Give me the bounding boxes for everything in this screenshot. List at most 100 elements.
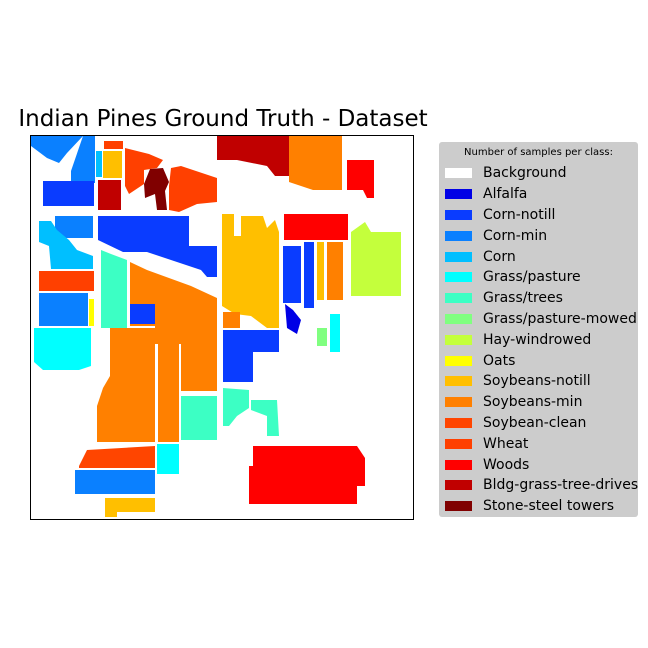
legend-label: Grass/pasture-mowed bbox=[483, 310, 637, 327]
legend-label: Grass/pasture bbox=[483, 269, 581, 286]
legend-label: Grass/trees bbox=[483, 290, 563, 307]
legend-label: Corn-notill bbox=[483, 206, 556, 223]
legend-item: Bldg-grass-tree-drives bbox=[445, 475, 638, 496]
map-region-grass-pasture-mowed bbox=[317, 328, 327, 346]
map-region-woods bbox=[249, 446, 365, 504]
legend-swatch bbox=[445, 480, 472, 491]
legend-label: Stone-steel towers bbox=[483, 498, 614, 515]
map-region-soybeans-min bbox=[97, 328, 155, 442]
map-region-soybeans-min bbox=[158, 344, 179, 442]
legend-item: Hay-windrowed bbox=[445, 329, 638, 350]
legend-item: Oats bbox=[445, 350, 638, 371]
map-region-corn-notill bbox=[283, 246, 301, 303]
map-region-wheat bbox=[125, 148, 163, 194]
legend-item: Wheat bbox=[445, 433, 638, 454]
legend-item: Grass/trees bbox=[445, 288, 638, 309]
legend-swatch bbox=[445, 459, 472, 470]
legend-label: Hay-windrowed bbox=[483, 331, 592, 348]
map-region-corn-notill bbox=[130, 304, 155, 324]
map-region-bldg-grass-tree-drives bbox=[98, 180, 121, 210]
legend-label: Wheat bbox=[483, 435, 529, 452]
map-region-soybeans-min bbox=[289, 136, 342, 190]
legend-item: Grass/pasture bbox=[445, 267, 638, 288]
map-region-stone-steel-towers bbox=[144, 168, 169, 210]
legend-item: Soybeans-min bbox=[445, 392, 638, 413]
map-region-corn-min bbox=[55, 216, 93, 238]
legend-swatch bbox=[445, 168, 472, 179]
map-region-corn-notill bbox=[223, 330, 279, 382]
legend-items: Background Alfalfa Corn-notill Corn-min Corn… bbox=[445, 163, 638, 517]
map-region-soybeans-notill bbox=[103, 151, 122, 178]
map-title: Indian Pines Ground Truth - Dataset bbox=[18, 106, 428, 132]
legend-label: Oats bbox=[483, 352, 516, 369]
legend-swatch bbox=[445, 251, 472, 262]
map-region-grass-trees bbox=[181, 396, 217, 440]
legend-label: Alfalfa bbox=[483, 186, 528, 203]
legend-label: Soybean-clean bbox=[483, 414, 587, 431]
legend-label: Corn-min bbox=[483, 227, 548, 244]
legend-swatch bbox=[445, 397, 472, 408]
legend-label: Soybeans-notill bbox=[483, 373, 591, 390]
map-region-soybeans-notill bbox=[222, 214, 279, 328]
legend-item: Alfalfa bbox=[445, 184, 638, 205]
legend-label: Background bbox=[483, 165, 567, 182]
map-region-wheat bbox=[39, 271, 94, 291]
legend-swatch bbox=[445, 376, 472, 387]
map-region-soybeans-min bbox=[327, 242, 343, 300]
map-region-grass-pasture bbox=[34, 328, 91, 370]
map-region-corn-min bbox=[75, 470, 155, 494]
legend-item: Corn bbox=[445, 246, 638, 267]
legend-swatch bbox=[445, 272, 472, 283]
map-region-grass-trees bbox=[251, 400, 279, 436]
map-region-hay-windrowed bbox=[351, 222, 401, 296]
map-region-corn bbox=[96, 151, 102, 177]
map-region-corn-min bbox=[31, 136, 83, 163]
map-region-corn-min bbox=[39, 293, 88, 326]
map-region-grass-trees bbox=[101, 250, 127, 328]
map-region-soybeans-notill bbox=[105, 498, 155, 517]
legend-swatch bbox=[445, 501, 472, 512]
map-region-grass-trees bbox=[223, 388, 249, 426]
legend-item: Grass/pasture-mowed bbox=[445, 309, 638, 330]
map-region-corn-notill bbox=[98, 216, 217, 277]
legend-swatch bbox=[445, 230, 472, 241]
legend-swatch bbox=[445, 293, 472, 304]
legend-swatch bbox=[445, 209, 472, 220]
legend-item: Background bbox=[445, 163, 638, 184]
map-region-oats bbox=[89, 299, 94, 326]
legend-swatch bbox=[445, 438, 472, 449]
map-region-grass-pasture bbox=[330, 314, 340, 352]
legend-swatch bbox=[445, 355, 472, 366]
map-region-soybeans-min bbox=[223, 312, 240, 328]
legend-title: Number of samples per class: bbox=[464, 147, 613, 158]
map-region-wheat bbox=[104, 141, 123, 149]
map-region-corn-notill bbox=[43, 181, 94, 206]
map-region-bldg-grass-tree-drives bbox=[217, 136, 311, 176]
legend-swatch bbox=[445, 334, 472, 345]
map-region-wheat bbox=[169, 166, 217, 212]
map-region-corn bbox=[39, 221, 93, 269]
map-region-woods bbox=[284, 214, 348, 240]
legend-label: Corn bbox=[483, 248, 516, 265]
map-region-corn-notill bbox=[304, 242, 314, 308]
legend-swatch bbox=[445, 189, 472, 200]
legend-item: Woods bbox=[445, 454, 638, 475]
map-region-alfalfa bbox=[285, 304, 301, 334]
ground-truth-map-canvas bbox=[31, 136, 401, 517]
legend-label: Soybeans-min bbox=[483, 394, 583, 411]
legend-swatch bbox=[445, 417, 472, 428]
legend-item: Soybean-clean bbox=[445, 413, 638, 434]
map-region-soybeans-notill bbox=[317, 242, 324, 300]
map-region-grass-pasture bbox=[157, 444, 179, 474]
map-region-soybeans-min bbox=[130, 262, 217, 391]
legend-label: Bldg-grass-tree-drives bbox=[483, 477, 639, 494]
legend-item: Corn-notill bbox=[445, 205, 638, 226]
ground-truth-map bbox=[30, 135, 414, 520]
map-region-corn-min bbox=[71, 136, 95, 183]
legend-item: Soybeans-notill bbox=[445, 371, 638, 392]
legend-item: Corn-min bbox=[445, 225, 638, 246]
legend-item: Stone-steel towers bbox=[445, 496, 638, 517]
legend-label: Woods bbox=[483, 456, 530, 473]
map-region-soybean-clean bbox=[79, 446, 155, 468]
legend: Number of samples per class: Background A… bbox=[439, 142, 638, 517]
